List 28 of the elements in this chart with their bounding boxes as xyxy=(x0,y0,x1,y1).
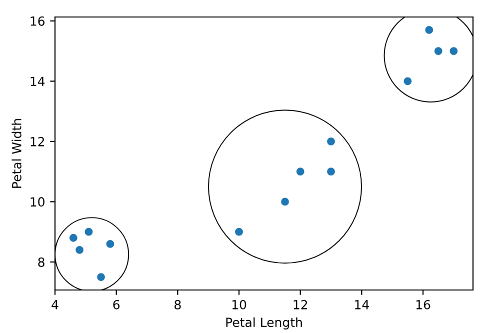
x-tick-label: 6 xyxy=(113,300,120,310)
y-tick-label: 12 xyxy=(30,136,44,146)
point xyxy=(404,77,412,86)
x-tick-label: 4 xyxy=(52,300,58,310)
point xyxy=(425,26,434,34)
x-tick-label: 10 xyxy=(232,300,246,310)
y-tick-label: 16 xyxy=(30,16,44,26)
point xyxy=(97,273,105,281)
x-tick-label: 14 xyxy=(355,300,369,310)
point xyxy=(84,228,93,236)
point xyxy=(106,240,114,248)
x-tick-label: 8 xyxy=(174,300,181,310)
y-axis-title: Petal Width xyxy=(12,119,22,188)
point xyxy=(296,168,304,176)
point xyxy=(434,47,442,55)
x-axis-title: Petal Length xyxy=(226,317,302,330)
point xyxy=(76,246,84,254)
point xyxy=(281,198,289,206)
y-tick-label: 14 xyxy=(30,76,45,86)
x-tick-label: 16 xyxy=(416,300,430,310)
point xyxy=(327,168,335,176)
point xyxy=(327,137,335,146)
point xyxy=(450,47,458,55)
x-tick-label: 12 xyxy=(294,300,308,310)
point xyxy=(69,234,78,242)
y-tick-label: 8 xyxy=(38,257,44,267)
point xyxy=(235,228,243,236)
y-tick-label: 10 xyxy=(30,197,44,207)
